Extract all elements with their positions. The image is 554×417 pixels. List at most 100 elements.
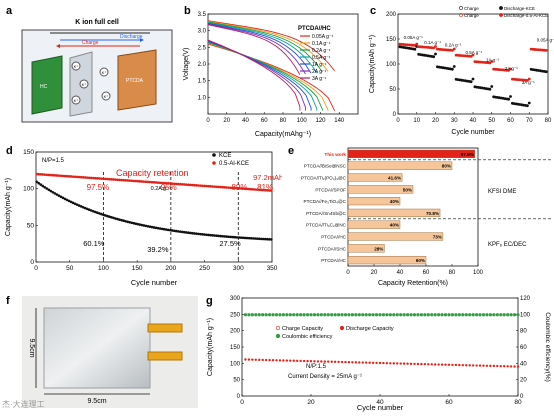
point-ce <box>430 313 434 317</box>
category-label: This work <box>325 152 347 157</box>
point-al <box>124 179 127 182</box>
point-kce <box>126 220 130 224</box>
point-discharge <box>454 363 458 367</box>
point-discharge <box>344 360 347 364</box>
point-kce <box>219 234 223 238</box>
point-kce <box>209 233 212 237</box>
y-tick-label: 200 <box>230 329 241 335</box>
point-al <box>257 188 261 192</box>
point-discharge <box>330 360 333 363</box>
point-kce <box>263 237 267 241</box>
point-ce <box>516 313 520 317</box>
y-tick-label: 200 <box>386 12 397 18</box>
point-kce <box>205 233 208 237</box>
point-ce <box>271 313 275 317</box>
point-al <box>39 173 43 176</box>
point-kce <box>134 222 138 226</box>
point-discharge <box>513 365 516 368</box>
point-ce <box>250 313 254 317</box>
point-al <box>138 180 142 183</box>
point-kce <box>55 193 59 196</box>
chart-e: e 0 20 40 60 80 100 Capacity Retention(%) This … <box>288 145 552 287</box>
value-label: 60% <box>416 258 425 263</box>
point-discharge <box>251 358 254 361</box>
point-ce <box>261 313 265 317</box>
svg-text:K⁺: K⁺ <box>102 70 107 75</box>
point-kce <box>144 224 148 228</box>
anode-label: HC <box>40 84 48 90</box>
point-kce <box>148 225 152 228</box>
point-al <box>132 179 136 183</box>
legend-entry: Discharge-KCE <box>504 6 535 11</box>
point-kce <box>166 228 170 232</box>
point-kce <box>47 188 51 192</box>
value-label: 40% <box>390 223 399 228</box>
point-discharge <box>423 362 427 366</box>
x-tick-label: 20 <box>432 118 439 124</box>
point-ce <box>475 313 479 317</box>
point-ce <box>468 313 472 317</box>
point-al <box>195 184 198 187</box>
point-discharge <box>416 362 420 366</box>
point-discharge <box>409 362 413 366</box>
point-kce <box>270 238 273 241</box>
panel-d: d 0 50 100 150 200 250 300 350 0 50 100 150 Cycle nu… <box>0 140 289 290</box>
point-ce <box>499 313 503 317</box>
y-tick-label: 150 <box>230 345 241 351</box>
point-kce <box>67 199 71 203</box>
point-discharge <box>299 359 302 363</box>
point-ce <box>399 313 403 317</box>
point-kce <box>450 67 454 71</box>
point-discharge <box>499 364 502 368</box>
panel-f-photo: f 9.5cm 9.5cm <box>6 295 198 408</box>
point-ce <box>299 313 303 317</box>
x-axis-label: Cycle number <box>131 278 178 287</box>
rate-label: 0.05A g⁻¹ <box>537 38 554 43</box>
point-al <box>434 45 437 48</box>
point-al <box>128 179 132 182</box>
point-al <box>203 184 206 188</box>
point-al <box>227 186 231 189</box>
legend-marker <box>499 6 503 10</box>
rate-label: 3A g⁻¹ <box>522 80 535 85</box>
point-ce <box>392 313 396 317</box>
point-kce <box>249 237 253 240</box>
x-tick-label: 30 <box>451 118 458 124</box>
point-discharge <box>275 359 278 362</box>
point-al <box>108 177 111 181</box>
group-label: KPF₆ EC/DEC <box>488 242 527 248</box>
legend-entry: 0.5A g⁻¹ <box>312 55 331 61</box>
point-al <box>223 186 227 189</box>
point-al <box>415 42 419 46</box>
point-al <box>241 187 245 190</box>
legend-entry: Charge <box>464 13 479 18</box>
point-ce <box>354 313 358 317</box>
point-ce <box>309 313 313 317</box>
point-al <box>122 178 125 182</box>
point-kce <box>37 181 40 185</box>
point-ce <box>433 313 437 317</box>
category-label: PTCDA//Ti₃C₂@NC <box>306 223 347 228</box>
point-al <box>77 175 81 179</box>
point-al <box>471 53 475 57</box>
point-kce <box>89 209 93 212</box>
point-kce <box>142 224 146 227</box>
point-al <box>96 177 99 180</box>
y-tick-label: 0 <box>393 112 397 118</box>
point-kce <box>83 206 87 210</box>
point-kce <box>108 215 111 219</box>
pouch-cell <box>43 307 151 389</box>
point-kce <box>146 224 150 228</box>
value-label: 50% <box>403 187 412 192</box>
point-al <box>110 178 113 181</box>
point-ce <box>361 313 365 317</box>
point-ce <box>326 313 330 317</box>
cathode-label: PTCDA <box>126 78 144 84</box>
point-ce <box>461 313 465 317</box>
point-kce <box>183 230 186 234</box>
point-discharge <box>340 360 344 364</box>
point-al <box>233 186 237 190</box>
svg-text:K⁺: K⁺ <box>82 82 87 87</box>
point-discharge <box>458 363 461 367</box>
point-kce <box>79 205 83 208</box>
